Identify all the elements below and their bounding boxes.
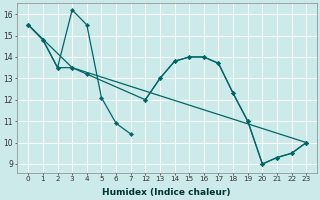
X-axis label: Humidex (Indice chaleur): Humidex (Indice chaleur) [102,188,231,197]
